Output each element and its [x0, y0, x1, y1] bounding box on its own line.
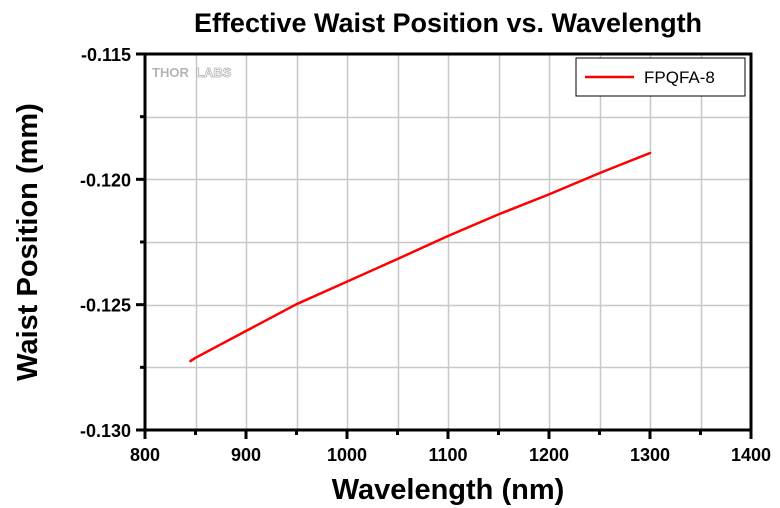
x-tick-label: 1400	[731, 445, 771, 465]
x-tick-label: 800	[130, 445, 160, 465]
series-layer	[189, 151, 652, 363]
x-tick-label: 1000	[327, 445, 367, 465]
y-tick-labels: -0.130 -0.125 -0.120 -0.115	[80, 45, 131, 441]
x-tick-label: 1100	[428, 445, 467, 465]
x-tick-label: 1200	[529, 445, 569, 465]
chart-title: Effective Waist Position vs. Wavelength	[194, 8, 702, 38]
x-tick-label: 1300	[630, 445, 670, 465]
watermark-outline-text: LABS	[196, 65, 232, 80]
y-tick-label: -0.120	[80, 170, 131, 190]
watermark-solid-text: THOR	[152, 65, 189, 80]
legend: FPQFA-8	[575, 57, 746, 97]
y-tick-label: -0.115	[81, 45, 131, 65]
x-tick-labels: 800 900 1000 1100 1200 1300 1400	[130, 445, 771, 465]
y-tick-label: -0.130	[80, 421, 131, 441]
thorlabs-watermark: THOR LABS	[152, 65, 232, 81]
grid	[145, 54, 751, 430]
axis-ticks	[136, 52, 753, 439]
y-axis-title: Waist Position (mm)	[12, 103, 44, 381]
legend-label-fpqfa-8: FPQFA-8	[644, 68, 715, 87]
y-tick-label: -0.125	[80, 296, 131, 316]
series-line-fpqfa-8	[189, 151, 652, 363]
x-tick-label: 900	[231, 445, 261, 465]
x-axis-title: Wavelength (nm)	[332, 474, 565, 506]
